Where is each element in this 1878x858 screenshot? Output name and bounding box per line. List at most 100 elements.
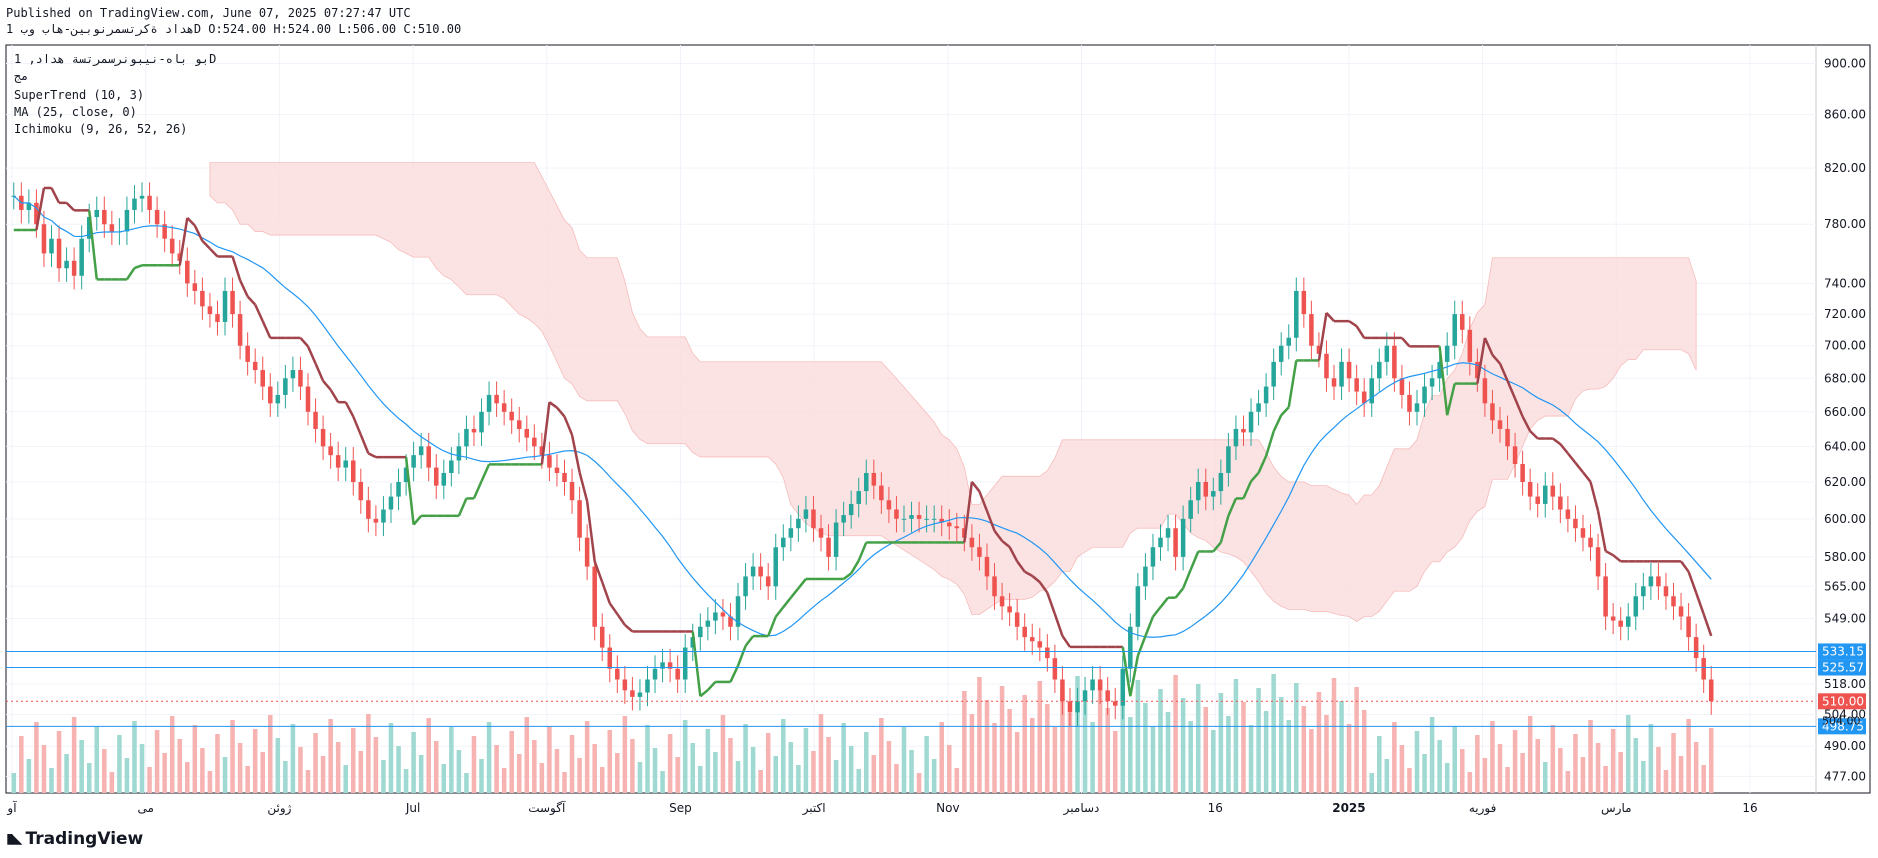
candle-body — [1595, 547, 1601, 577]
candle-body — [547, 455, 552, 468]
x-tick-label: مى — [137, 801, 153, 815]
candle-body — [298, 370, 303, 387]
volume-bar — [1354, 687, 1359, 793]
supertrend-segment — [50, 187, 61, 204]
candle-body — [532, 437, 537, 447]
supertrend-segment — [1024, 570, 1033, 577]
candle-body — [1354, 378, 1359, 392]
supertrend-segment — [231, 256, 242, 281]
volume-bar — [1052, 727, 1058, 793]
volume-bar — [1678, 756, 1684, 793]
supertrend-segment — [593, 560, 604, 583]
candle-body — [1369, 378, 1374, 404]
published-line: Published on TradingView.com, June 07, 2… — [6, 6, 411, 20]
volume-bar — [622, 716, 628, 793]
candle-body — [1422, 386, 1427, 404]
candle-body — [268, 386, 273, 404]
legend-ma[interactable]: MA (25, close, 0) — [14, 105, 137, 119]
volume-bar — [411, 732, 416, 793]
volume-bar — [373, 737, 379, 793]
volume-bar — [532, 740, 537, 793]
supertrend-segment — [1581, 471, 1592, 483]
volume-bar — [441, 764, 447, 793]
candle-body — [494, 394, 499, 404]
candle-body — [381, 509, 386, 523]
supertrend-segment — [1189, 550, 1200, 571]
volume-bar — [139, 744, 145, 793]
x-tick-label: 2025 — [1332, 801, 1365, 815]
volume-bar — [788, 742, 794, 793]
volume-bar — [1195, 684, 1201, 793]
candle-body — [34, 202, 39, 225]
volume-bar — [524, 717, 530, 793]
y-tick-label: 820.00 — [1824, 161, 1866, 175]
supertrend-segment — [578, 471, 589, 502]
volume-bar — [1467, 772, 1473, 793]
volume-bar — [886, 741, 892, 793]
y-tick-label: 504.00 — [1824, 708, 1866, 722]
volume-bar — [381, 760, 386, 793]
volume-bar — [1708, 728, 1714, 793]
supertrend-segment — [1272, 414, 1283, 432]
supertrend-segment — [125, 267, 136, 281]
volume-bar — [1437, 740, 1442, 793]
y-tick-label: 549.00 — [1824, 612, 1866, 626]
supertrend-segment — [1574, 462, 1584, 474]
volume-bar — [856, 769, 861, 793]
candle-body — [1610, 616, 1616, 621]
candle-body — [1633, 596, 1639, 617]
legend-ichimoku[interactable]: Ichimoku (9, 26, 52, 26) — [14, 122, 188, 136]
candle-body — [109, 224, 115, 232]
supertrend-segment — [1694, 592, 1705, 615]
candle-body — [705, 620, 711, 627]
volume-bar — [1610, 729, 1616, 793]
candle-body — [1112, 701, 1118, 706]
legend-symbol[interactable]: بو باه-نيبونرسمرتسة هداد, 1D — [14, 52, 217, 66]
candle-body — [592, 566, 597, 627]
candle-body — [1497, 420, 1503, 429]
volume-bar — [388, 723, 394, 793]
volume-bar — [705, 729, 711, 793]
volume-bar — [954, 768, 960, 793]
volume-bar — [252, 729, 258, 793]
candle-body — [833, 522, 839, 557]
candle-body — [977, 547, 982, 557]
volume-bar — [479, 759, 484, 793]
volume-bar — [848, 746, 854, 793]
volume-bar — [94, 726, 100, 793]
y-tick-label: 518.00 — [1824, 677, 1866, 691]
candle-body — [388, 496, 394, 510]
volume-bar — [803, 728, 809, 793]
supertrend-segment — [404, 457, 415, 525]
candle-body — [1037, 641, 1043, 648]
candle-body — [1128, 626, 1133, 669]
volume-bar — [1565, 771, 1571, 793]
supertrend-segment — [1559, 443, 1569, 455]
candle-body — [1263, 386, 1269, 404]
candle-body — [1625, 616, 1631, 627]
volume-bar — [494, 745, 499, 793]
y-tick-label: 740.00 — [1824, 276, 1866, 290]
ohlc-line: هداد ةكرتسمرنوبين-هاب وب 1D O:524.00 H:5… — [6, 22, 462, 36]
candle-body — [916, 515, 922, 519]
candle-body — [826, 537, 831, 557]
volume-bar — [516, 754, 522, 793]
volume-bar — [1143, 703, 1148, 793]
supertrend-segment — [1400, 337, 1411, 348]
tradingview-brand[interactable]: ▮◣ TradingView — [6, 829, 143, 849]
volume-bar — [1377, 736, 1382, 793]
supertrend-segment — [1702, 613, 1713, 637]
volume-bar — [939, 722, 944, 793]
candle-body — [1407, 394, 1412, 412]
volume-bar — [298, 747, 303, 793]
volume-bar — [1045, 704, 1050, 793]
volume-bar — [1180, 698, 1186, 793]
candle-body — [252, 361, 258, 371]
volume-bar — [1535, 739, 1540, 793]
candle-body — [418, 446, 424, 456]
supertrend-segment — [857, 541, 868, 562]
legend-supertrend[interactable]: SuperTrend (10, 3) — [14, 88, 145, 102]
supertrend-segment — [608, 602, 619, 615]
supertrend-segment — [1529, 430, 1539, 440]
